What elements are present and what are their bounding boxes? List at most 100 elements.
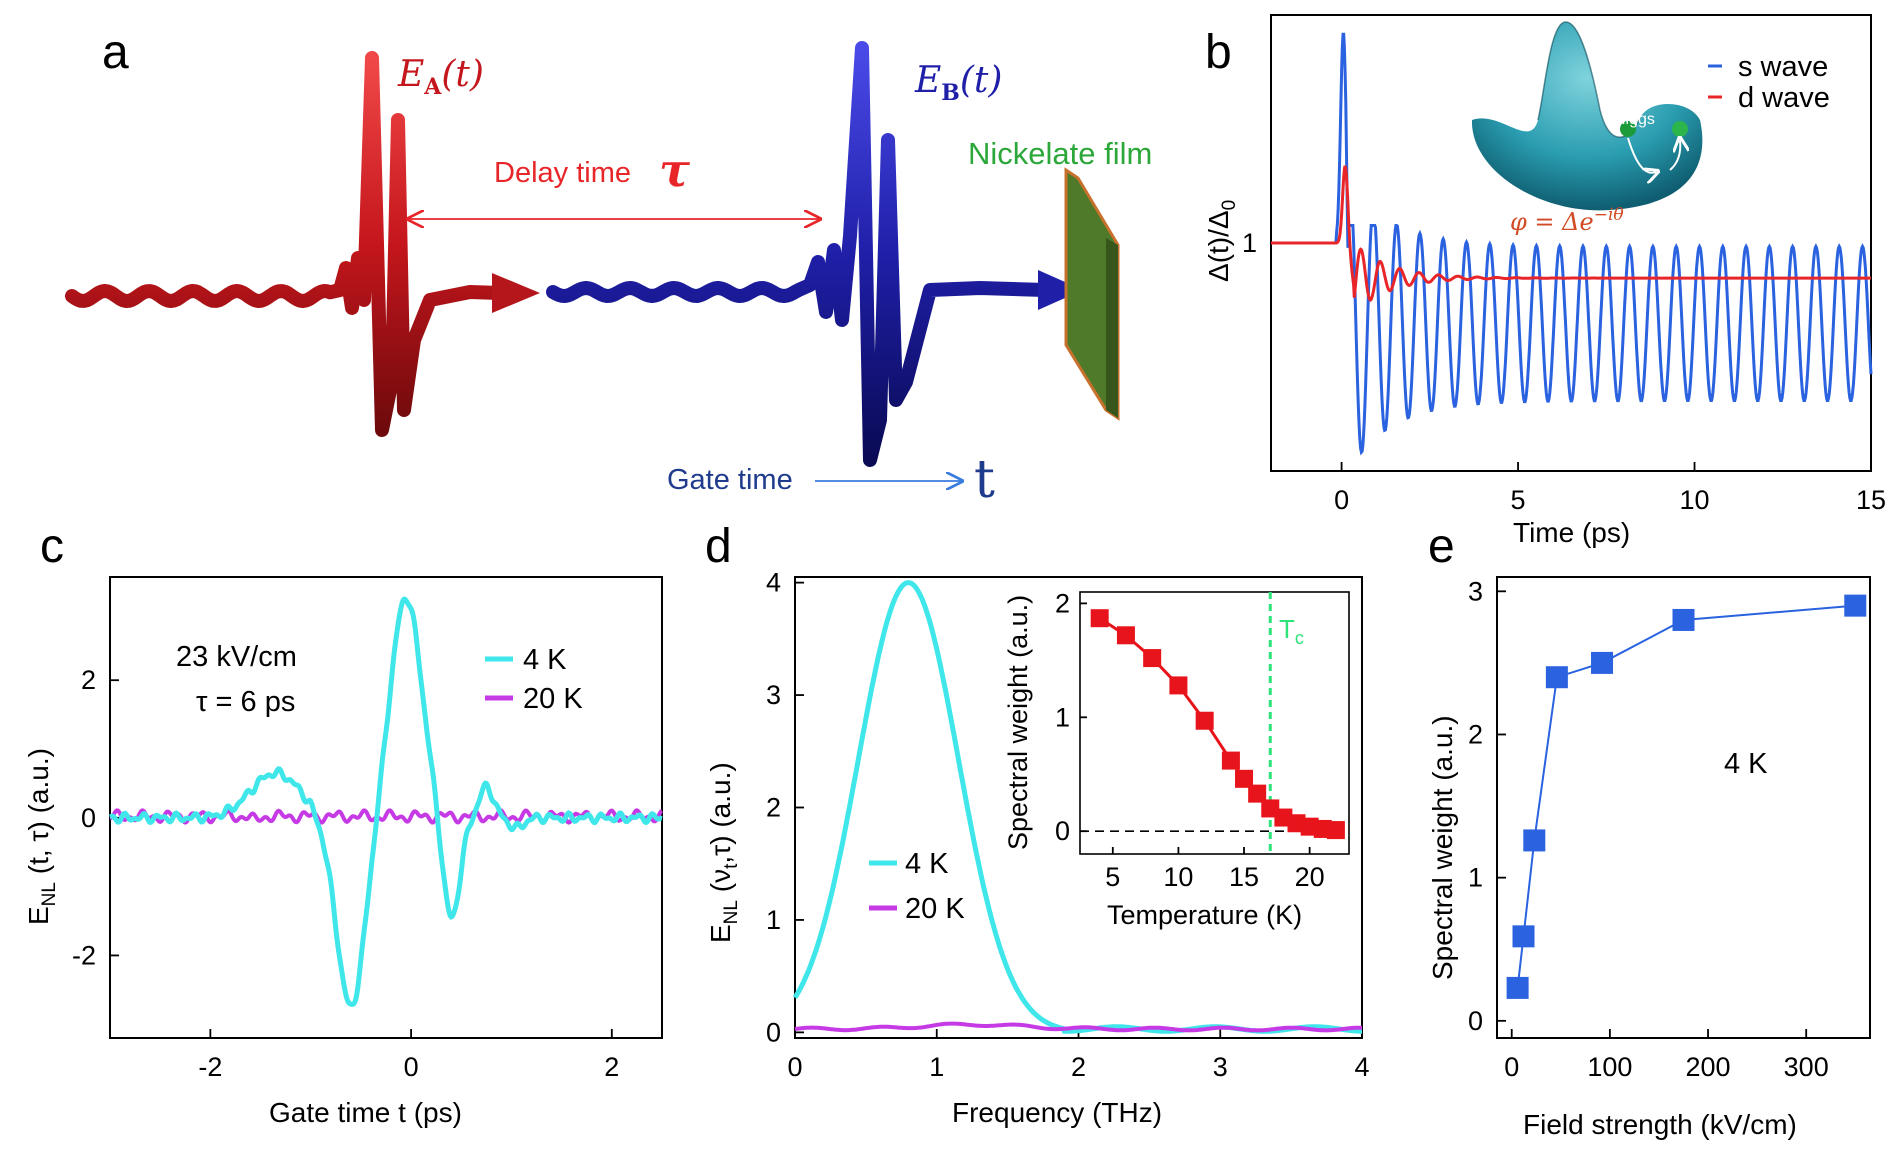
y-tick-label: -2	[72, 940, 96, 970]
legend-c-4K: 4 K	[523, 644, 567, 676]
x-tick-label: 2	[604, 1052, 619, 1082]
e-point	[1672, 608, 1695, 631]
panel-d-ylabel: ENL (νt,τ) (a.u.)	[705, 762, 742, 943]
y-tick-label: 4	[766, 568, 781, 598]
panel-d-xlabel: Frequency (THz)	[952, 1097, 1162, 1128]
tau-annotation: τ = 6 ps	[196, 686, 295, 718]
d-wave-line	[1271, 165, 1871, 302]
y-tick-label: 1	[1242, 228, 1257, 258]
panel-e-chart: 0 100 200 300 0 1 2 3 4 K Field strength (kV/cm…	[1427, 576, 1871, 1140]
x-tick-label: 1	[929, 1052, 944, 1082]
field-annotation: 23 kV/cm	[176, 641, 297, 673]
tc-label: Tc	[1279, 614, 1304, 648]
goldstone-ball	[1672, 121, 1688, 137]
legend-d-20K: 20 K	[905, 893, 965, 925]
panel-e-annotation: 4 K	[1724, 748, 1768, 780]
y-tick-label: 1	[766, 905, 781, 935]
x-tick-label: 0	[1334, 485, 1349, 515]
x-tick-label: 0	[404, 1052, 419, 1082]
panel-b-ylabel: Δ(t)/Δ0	[1203, 200, 1240, 282]
pulse-a-waveform	[65, 51, 507, 437]
panel-b-xlabel: Time (ps)	[1513, 517, 1630, 548]
panel-c-xlabel: Gate time t (ps)	[269, 1097, 462, 1128]
panel-c-frame	[109, 576, 663, 1039]
y-tick-label: 1	[1468, 863, 1483, 893]
x-tick-label: 2	[1071, 1052, 1086, 1082]
inset-point	[1090, 609, 1109, 628]
inset-point	[1248, 784, 1267, 803]
y-tick-label: 0	[1055, 816, 1070, 846]
gate-t-symbol: t	[974, 450, 995, 510]
inset-point	[1169, 676, 1188, 695]
x-tick-label: 15	[1229, 862, 1259, 892]
order-parameter-formula: φ = Δe−iθ	[1510, 205, 1624, 236]
e-point	[1844, 594, 1867, 617]
panel-e-ylabel: Spectral weight (a.u.)	[1427, 715, 1458, 980]
x-tick-label: 4	[1354, 1052, 1369, 1082]
c-4K-line	[109, 596, 663, 1007]
mexican-hat-potential-inset: Higgs	[1471, 21, 1703, 211]
panel-e-xlabel: Field strength (kV/cm)	[1523, 1109, 1797, 1140]
y-tick-label: 2	[1055, 588, 1070, 618]
inset-point	[1235, 769, 1254, 788]
y-tick-label: 2	[766, 793, 781, 823]
pulse-a-label: EA(t)	[397, 54, 484, 100]
panel-letter-d: d	[705, 520, 732, 573]
inset-point	[1143, 649, 1162, 668]
x-tick-label: 0	[1504, 1052, 1519, 1082]
e-point	[1523, 829, 1546, 852]
inset-point	[1221, 751, 1240, 770]
pulse-a-arrowhead	[492, 273, 540, 313]
e-connecting-line	[1516, 604, 1856, 989]
inset-xlabel: Temperature (K)	[1107, 900, 1302, 930]
inset-point	[1195, 711, 1214, 730]
gate-time-label: Gate time	[667, 464, 793, 496]
e-point	[1591, 651, 1614, 674]
y-tick-label: 2	[1468, 719, 1483, 749]
panel-d-chart: 0 1 2 3 4 0 1 2 3 4 4 K 20 K Frequency (THz) ENL …	[705, 568, 1370, 1128]
nickelate-film	[1064, 167, 1120, 421]
panel-a-schematic: EA(t) EB(t) Delay time τ Nickelate film …	[65, 41, 1152, 510]
pulse-b-label: EB(t)	[914, 60, 1002, 106]
y-tick-label: 0	[81, 803, 96, 833]
panel-c-ylabel: ENL (t, τ) (a.u.)	[23, 748, 60, 925]
x-tick-label: 20	[1295, 862, 1325, 892]
pulse-b-arrowhead	[1038, 270, 1083, 310]
y-tick-label: 3	[1468, 576, 1483, 606]
panel-letter-b: b	[1205, 26, 1232, 79]
x-tick-label: 3	[1213, 1052, 1228, 1082]
x-tick-label: 15	[1856, 485, 1886, 515]
x-tick-label: 300	[1784, 1052, 1829, 1082]
x-tick-label: -2	[198, 1052, 222, 1082]
pulse-b-waveform	[546, 41, 1052, 467]
legend-s-wave: s wave	[1738, 51, 1828, 83]
panel-letter-c: c	[40, 520, 64, 573]
legend-d-4K: 4 K	[905, 848, 949, 880]
higgs-label: Higgs	[1614, 111, 1655, 128]
panel-e-frame	[1496, 576, 1871, 1039]
panel-letter-a: a	[102, 26, 129, 79]
c-20K-line	[109, 808, 663, 825]
e-point	[1506, 976, 1529, 999]
e-point	[1512, 925, 1535, 948]
y-tick-label: 2	[81, 665, 96, 695]
delay-time-label: Delay time	[494, 157, 631, 189]
x-tick-label: 100	[1587, 1052, 1632, 1082]
y-tick-label: 1	[1055, 702, 1070, 732]
higgs-ball	[1620, 121, 1636, 137]
panel-letter-e: e	[1428, 520, 1455, 573]
e-point	[1545, 666, 1568, 689]
nickelate-film-label: Nickelate film	[968, 136, 1152, 171]
x-tick-label: 5	[1105, 862, 1120, 892]
x-tick-label: 0	[787, 1052, 802, 1082]
panel-b-chart: 0 5 10 151 Time (ps) Δ(t)/Δ0 s wave d wave …	[1203, 14, 1886, 548]
x-tick-label: 200	[1686, 1052, 1731, 1082]
panel-c-chart: -2 0 2 -2 0 2 23 kV/cm τ = 6 ps 4 K 20 K Gate…	[23, 576, 663, 1128]
legend-c-20K: 20 K	[523, 683, 583, 715]
inset-point	[1326, 821, 1345, 840]
x-tick-label: 5	[1511, 485, 1526, 515]
inset-ylabel: Spectral weight (a.u.)	[1003, 595, 1033, 850]
s-wave-line	[1271, 32, 1873, 456]
x-tick-label: 10	[1163, 862, 1193, 892]
delay-tau-symbol: τ	[659, 143, 690, 197]
